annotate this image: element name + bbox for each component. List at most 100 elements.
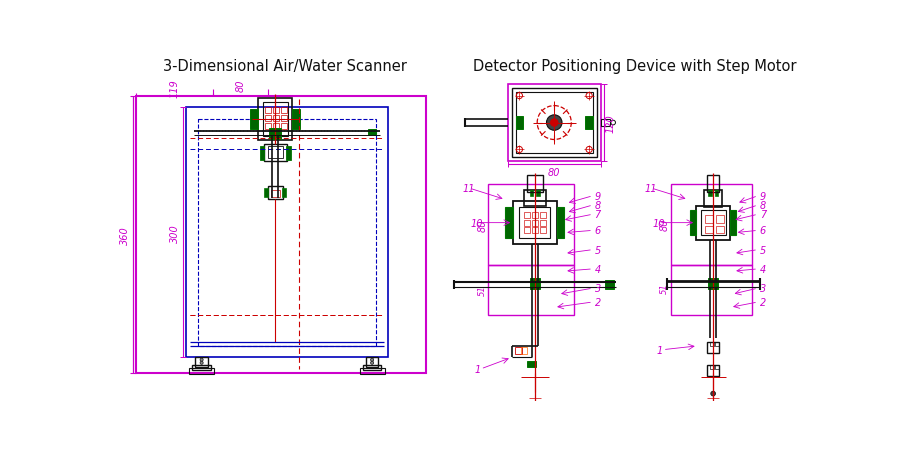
Text: 80: 80 [236,79,246,92]
Bar [136,97,427,373]
Bar [715,365,718,369]
Circle shape [371,359,373,361]
Bar [532,212,538,219]
Bar [701,211,725,235]
Bar [539,228,545,234]
Bar [506,208,513,239]
Bar [508,85,601,161]
Bar [527,175,543,193]
Bar [516,117,523,129]
Text: 10: 10 [471,218,483,228]
Bar [706,175,719,193]
Text: 1: 1 [657,345,662,355]
Bar [708,278,718,289]
Bar [524,191,545,206]
Bar [536,191,539,197]
Bar [511,89,597,158]
Text: 2: 2 [595,297,601,307]
Bar [260,146,265,160]
Bar [710,342,714,346]
Bar [716,216,724,223]
Bar [273,123,279,129]
Bar [532,228,538,234]
Text: 3: 3 [760,284,766,294]
Bar [532,220,538,226]
Bar [281,108,287,114]
Bar [250,110,258,129]
Bar [368,129,376,136]
Circle shape [200,359,203,361]
Circle shape [371,361,373,364]
Bar [696,206,730,240]
Bar [730,211,736,235]
Bar [706,226,713,234]
Bar [360,368,384,374]
Bar [527,361,536,368]
Bar [198,120,376,346]
Bar [716,226,724,234]
Text: 360: 360 [120,226,130,244]
Bar [530,278,539,289]
Bar [266,108,272,114]
Bar [281,123,287,129]
Text: 8: 8 [595,201,601,211]
Bar [189,368,214,374]
Bar [513,202,556,244]
Text: 3: 3 [595,284,601,294]
Bar [585,117,593,129]
Text: 2: 2 [760,297,766,307]
Bar [710,365,714,369]
Bar [267,187,283,199]
Text: 3-Dimensional Air/Water Scanner: 3-Dimensional Air/Water Scanner [163,59,407,74]
Bar [605,280,614,289]
Bar [539,212,545,219]
Text: 51: 51 [478,285,487,296]
Bar [265,189,268,198]
Bar [366,358,378,367]
Bar [519,208,551,239]
Text: 120: 120 [605,114,615,133]
Text: 119: 119 [169,79,179,98]
Bar [708,191,712,197]
Bar [524,220,530,226]
Text: 7: 7 [595,210,601,220]
Bar [516,92,593,154]
Bar [271,190,280,198]
Bar [489,185,573,265]
Circle shape [200,361,203,364]
Bar [706,365,719,376]
Bar [273,115,279,122]
Text: 7: 7 [760,210,766,220]
Bar [601,120,610,126]
Bar [704,191,723,208]
Bar [515,348,523,354]
Text: 300: 300 [170,223,180,242]
Bar [530,191,534,197]
Text: 5: 5 [760,245,766,255]
Bar [524,212,530,219]
Bar [670,265,752,315]
Bar [193,365,211,370]
Bar [292,110,300,129]
Text: 51: 51 [660,283,669,294]
Circle shape [711,391,716,396]
Bar [263,102,288,137]
Bar [524,228,530,234]
Text: 4: 4 [595,264,601,274]
Text: 1: 1 [474,364,481,374]
Text: 11: 11 [645,184,657,193]
Bar [363,365,382,370]
Bar [258,99,292,141]
Text: 9: 9 [595,191,601,201]
Bar [266,123,272,129]
Bar [706,216,713,223]
Bar [283,189,286,198]
Text: 80: 80 [660,218,670,231]
Text: Detector Positioning Device with Step Motor: Detector Positioning Device with Step Mo… [472,59,796,74]
Text: 6: 6 [760,226,766,236]
Text: 80: 80 [477,219,487,231]
Text: 6: 6 [595,226,601,236]
Text: 10: 10 [652,218,665,228]
Text: 80: 80 [548,167,561,177]
Circle shape [551,120,558,127]
